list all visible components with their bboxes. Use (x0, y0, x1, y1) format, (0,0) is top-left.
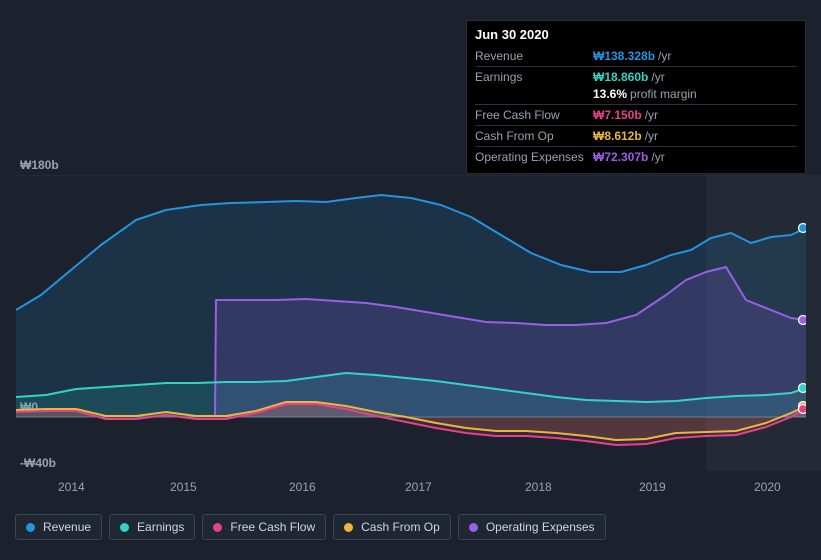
tooltip-date: Jun 30 2020 (475, 27, 797, 42)
legend-label: Cash From Op (361, 520, 440, 534)
cursor-dot (799, 384, 807, 393)
tooltip-row: Cash From Op₩8.612b /yr (475, 125, 797, 146)
x-axis-label: 2014 (58, 480, 85, 494)
legend-dot-icon (120, 523, 129, 532)
legend: Revenue Earnings Free Cash Flow Cash From O… (15, 514, 606, 540)
tooltip-row: Operating Expenses₩72.307b /yr (475, 146, 797, 167)
legend-label: Operating Expenses (486, 520, 595, 534)
hover-tooltip: Jun 30 2020 Revenue₩138.328b /yrEarnings… (466, 20, 806, 174)
legend-item-fcf[interactable]: Free Cash Flow (202, 514, 326, 540)
legend-dot-icon (26, 523, 35, 532)
tooltip-subrow: 13.6% profit margin (475, 87, 797, 104)
tooltip-row: Revenue₩138.328b /yr (475, 46, 797, 66)
cursor-dot (799, 405, 807, 414)
y-axis-label: ₩180b (20, 158, 59, 172)
x-axis-label: 2017 (405, 480, 432, 494)
cursor-dot (799, 224, 807, 233)
legend-item-earnings[interactable]: Earnings (109, 514, 195, 540)
tooltip-row: Earnings₩18.860b /yr (475, 66, 797, 87)
x-axis-label: 2020 (754, 480, 781, 494)
legend-dot-icon (213, 523, 222, 532)
x-axis-label: 2016 (289, 480, 316, 494)
chart-container: Jun 30 2020 Revenue₩138.328b /yrEarnings… (0, 0, 821, 560)
tooltip-row: Free Cash Flow₩7.150b /yr (475, 104, 797, 125)
legend-item-opex[interactable]: Operating Expenses (458, 514, 606, 540)
legend-label: Earnings (137, 520, 184, 534)
legend-label: Revenue (43, 520, 91, 534)
legend-item-revenue[interactable]: Revenue (15, 514, 102, 540)
x-axis-label: 2019 (639, 480, 666, 494)
tooltip-rows: Revenue₩138.328b /yrEarnings₩18.860b /yr… (475, 46, 797, 167)
cursor-dot (799, 316, 807, 325)
legend-dot-icon (469, 523, 478, 532)
legend-label: Free Cash Flow (230, 520, 315, 534)
legend-dot-icon (344, 523, 353, 532)
x-axis-label: 2018 (525, 480, 552, 494)
x-axis-label: 2015 (170, 480, 197, 494)
chart-svg[interactable] (16, 175, 806, 471)
legend-item-cfo[interactable]: Cash From Op (333, 514, 451, 540)
